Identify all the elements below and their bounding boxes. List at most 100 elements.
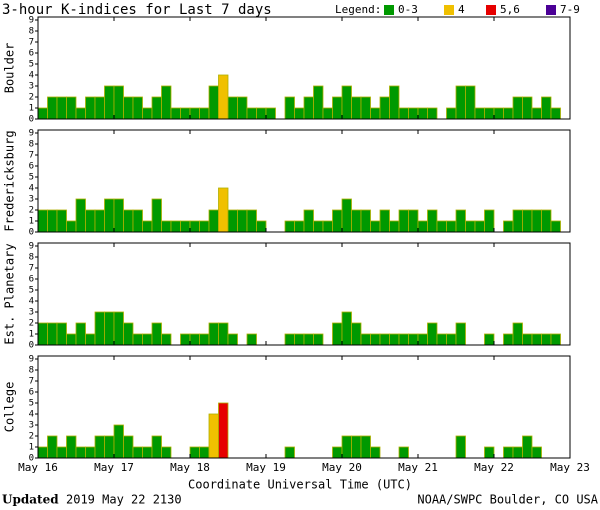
bar	[341, 435, 352, 459]
bar	[142, 446, 153, 459]
y-axis-title: Fredericksburg	[3, 130, 17, 231]
bar	[123, 322, 134, 346]
bar	[531, 107, 542, 120]
bar	[341, 198, 352, 233]
y-tick-label: 9	[29, 16, 34, 26]
bar	[161, 220, 172, 233]
bar	[294, 107, 305, 120]
bar	[142, 220, 153, 233]
bar	[465, 220, 476, 233]
bar	[246, 333, 257, 346]
bar	[389, 85, 400, 120]
bar	[417, 220, 428, 233]
bar	[408, 333, 419, 346]
bar	[303, 209, 314, 233]
bar	[455, 435, 466, 459]
bar	[56, 209, 67, 233]
bar	[484, 333, 495, 346]
bar	[189, 220, 200, 233]
bar	[180, 333, 191, 346]
bar	[208, 209, 219, 233]
y-tick-label: 1	[29, 330, 34, 340]
bar	[379, 333, 390, 346]
bar	[113, 311, 124, 346]
bar	[360, 333, 371, 346]
x-tick-label: May 23	[550, 461, 590, 474]
bar	[351, 209, 362, 233]
bar	[56, 96, 67, 120]
bar	[512, 446, 523, 459]
bar	[550, 220, 561, 233]
y-tick-label: 3	[29, 308, 34, 318]
bar	[189, 446, 200, 459]
bar	[341, 311, 352, 346]
bar	[199, 333, 210, 346]
bar	[284, 446, 295, 459]
bar	[151, 322, 162, 346]
bar	[484, 446, 495, 459]
y-tick-label: 1	[29, 104, 34, 114]
bar	[370, 446, 381, 459]
panel-frame	[37, 242, 571, 346]
y-axis-title: College	[3, 382, 17, 433]
bar	[360, 209, 371, 233]
bar	[379, 96, 390, 120]
bar	[47, 435, 58, 459]
bar	[132, 446, 143, 459]
x-tick-label: May 22	[474, 461, 514, 474]
bar	[284, 220, 295, 233]
y-tick-label: 4	[29, 184, 34, 194]
y-axis-title: Est. Planetary	[3, 243, 17, 344]
bar	[104, 311, 115, 346]
y-tick-label: 0	[29, 228, 34, 238]
bar	[370, 107, 381, 120]
bar	[94, 435, 105, 459]
bar	[218, 322, 229, 346]
bar	[303, 333, 314, 346]
bar	[417, 333, 428, 346]
legend-swatch	[486, 5, 496, 15]
bar	[66, 435, 77, 459]
bar	[446, 333, 457, 346]
y-tick-label: 4	[29, 71, 34, 81]
bar	[189, 107, 200, 120]
bar	[227, 209, 238, 233]
bar	[332, 446, 343, 459]
bar	[180, 220, 191, 233]
bar	[227, 333, 238, 346]
bar	[151, 198, 162, 233]
legend-label: 7-9	[560, 3, 580, 16]
y-tick-label: 9	[29, 242, 34, 252]
bar	[237, 96, 248, 120]
y-tick-label: 3	[29, 195, 34, 205]
bar	[503, 333, 514, 346]
y-tick-label: 8	[29, 140, 34, 150]
bar	[541, 96, 552, 120]
bar	[208, 322, 219, 346]
y-tick-label: 2	[29, 319, 34, 329]
bar	[408, 209, 419, 233]
y-tick-label: 7	[29, 151, 34, 161]
bar	[493, 107, 504, 120]
bar	[284, 96, 295, 120]
legend-swatch	[546, 5, 556, 15]
bar	[218, 187, 229, 233]
y-tick-label: 9	[29, 355, 34, 365]
bar	[199, 107, 210, 120]
bar	[389, 220, 400, 233]
bar	[265, 107, 276, 120]
legend-swatch	[384, 5, 394, 15]
y-tick-label: 6	[29, 162, 34, 172]
y-tick-label: 7	[29, 38, 34, 48]
bar	[47, 322, 58, 346]
y-tick-label: 7	[29, 264, 34, 274]
bar	[56, 322, 67, 346]
legend-title: Legend:	[335, 3, 381, 16]
bar	[522, 435, 533, 459]
x-tick-label: May 17	[94, 461, 134, 474]
y-tick-label: 1	[29, 443, 34, 453]
bar	[75, 446, 86, 459]
panel-frame	[37, 355, 571, 459]
bar	[503, 107, 514, 120]
bar	[47, 96, 58, 120]
